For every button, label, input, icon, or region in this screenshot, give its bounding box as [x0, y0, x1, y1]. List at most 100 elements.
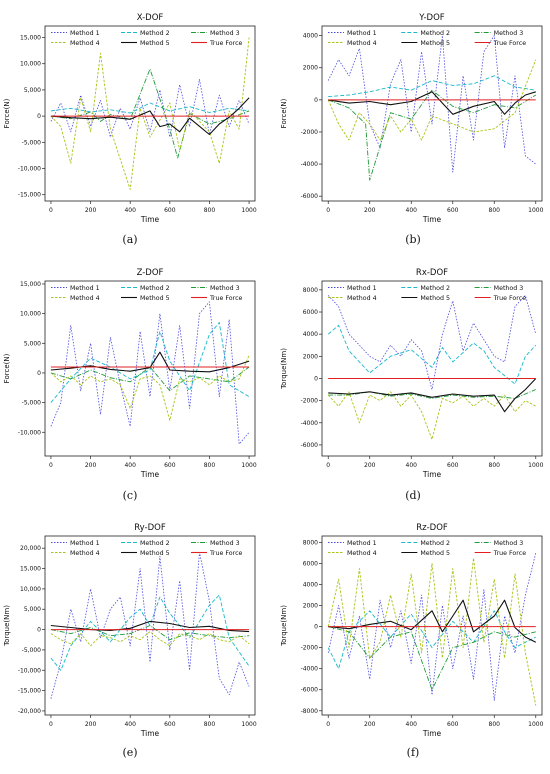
y-tick-label: 0 [314, 624, 318, 631]
y-tick-label: -4000 [301, 420, 319, 427]
chart-panel-4: Ry-DOF 0 200 400 600 800 1000 -20,000 -15,000 -10… [3, 523, 257, 738]
x-tick-label: 800 [489, 207, 501, 214]
chart-title: Ry-DOF [134, 523, 166, 533]
y-tick-label: -6000 [301, 442, 319, 449]
y-axis-label: Force(N) [280, 98, 288, 128]
y-tick-label: 2000 [303, 353, 318, 360]
x-tick-label: 800 [204, 462, 216, 469]
legend: Method 1 Method 2 Method 3 Method 4 Method 5… [51, 30, 243, 47]
legend-label: Method 5 [420, 295, 450, 302]
caption-d: (d) [405, 489, 421, 502]
x-tick-label: 200 [85, 462, 97, 469]
x-tick-label: 400 [406, 721, 418, 728]
x-tick-label: 1000 [241, 207, 256, 214]
x-tick-label: 0 [326, 721, 330, 728]
x-tick-label: 200 [364, 207, 376, 214]
series-line-method-1 [50, 79, 250, 138]
y-tick-label: -8000 [301, 708, 319, 715]
caption-f: (f) [406, 746, 420, 759]
x-tick-label: 600 [164, 721, 176, 728]
x-axis-label: Time [422, 470, 442, 479]
y-tick-label: 4000 [303, 33, 318, 40]
y-tick-label: 10,000 [20, 586, 41, 593]
y-tick-label: 6000 [303, 560, 318, 567]
legend-label: Method 1 [70, 30, 100, 37]
chart-title: X-DOF [137, 13, 164, 23]
legend: Method 1 Method 2 Method 3 Method 4 Method 5… [328, 285, 526, 302]
x-tick-label: 800 [204, 721, 216, 728]
y-tick-label: -10,000 [18, 166, 41, 173]
x-tick-label: 800 [204, 207, 216, 214]
chart-title: Rx-DOF [416, 268, 448, 278]
legend-label: Method 4 [347, 295, 377, 302]
x-tick-label: 400 [406, 462, 418, 469]
chart-title: Y-DOF [418, 13, 444, 23]
x-tick-label: 0 [326, 207, 330, 214]
legend-label: Method 3 [210, 30, 240, 37]
y-tick-label: -5,000 [22, 400, 42, 407]
chart-panel-5: Rz-DOF 0 200 400 600 800 1000 -8000 -6000 -4000 -2… [280, 523, 544, 738]
y-tick-label: 0 [37, 627, 41, 634]
x-tick-label: 1000 [241, 462, 256, 469]
y-tick-label: 0 [37, 113, 41, 120]
y-tick-label: 5,000 [24, 606, 41, 613]
legend-label: Method 4 [70, 550, 100, 557]
series-line-method-5 [328, 91, 536, 115]
legend-label: Method 4 [347, 40, 377, 47]
y-tick-label: -6000 [301, 193, 319, 200]
series-line-method-5 [50, 97, 250, 136]
series-line-method-5 [50, 620, 250, 633]
legend-label: Method 2 [140, 30, 170, 37]
legend-label: Method 3 [494, 285, 524, 292]
x-tick-label: 0 [49, 721, 53, 728]
x-tick-label: 200 [85, 207, 97, 214]
y-tick-label: -10,000 [18, 667, 41, 674]
legend-label: True Force [209, 550, 243, 557]
series-line-method-2 [50, 322, 250, 403]
x-tick-label: 600 [164, 462, 176, 469]
plot-area [321, 280, 543, 457]
legend-label: Method 2 [140, 285, 170, 292]
y-tick-label: 0 [37, 370, 41, 377]
y-tick-label: -5,000 [22, 139, 42, 146]
legend-label: Method 3 [494, 540, 524, 547]
x-axis-label: Time [140, 470, 160, 479]
y-tick-label: 2000 [303, 602, 318, 609]
x-axis-label: Time [140, 215, 160, 224]
legend: Method 1 Method 2 Method 3 Method 4 Method 5… [51, 285, 243, 302]
y-tick-label: 15,000 [20, 566, 41, 573]
y-tick-label: -15,000 [18, 192, 41, 199]
series-line-method-4 [50, 37, 250, 190]
legend-label: Method 4 [347, 550, 377, 557]
legend-label: Method 3 [210, 285, 240, 292]
legend-label: True Force [493, 295, 527, 302]
x-tick-label: 1000 [528, 462, 543, 469]
legend-label: True Force [209, 295, 243, 302]
y-tick-label: 0 [314, 375, 318, 382]
y-tick-label: 6000 [303, 309, 318, 316]
x-tick-label: 400 [124, 721, 136, 728]
caption-c: (c) [122, 489, 138, 502]
y-tick-label: -2000 [301, 129, 319, 136]
series-line-method-4 [327, 557, 537, 706]
legend-label: Method 5 [140, 550, 170, 557]
legend-label: Method 5 [420, 550, 450, 557]
x-axis-label: Time [422, 215, 442, 224]
y-tick-label: 10,000 [20, 61, 41, 68]
legend-label: Method 1 [347, 540, 377, 547]
legend-label: Method 5 [420, 40, 450, 47]
chart-title: Rz-DOF [416, 523, 448, 533]
x-tick-label: 0 [49, 207, 53, 214]
series-line-method-3 [328, 89, 537, 181]
y-tick-label: 20,000 [20, 545, 41, 552]
series-line-method-5 [328, 599, 537, 643]
x-axis-label: Time [422, 729, 442, 738]
legend-label: Method 4 [70, 40, 100, 47]
legend-label: Method 3 [210, 540, 240, 547]
y-tick-label: -10,000 [18, 429, 41, 436]
y-axis-label: Force(N) [3, 98, 11, 128]
legend-label: True Force [493, 550, 527, 557]
caption-a: (a) [122, 233, 138, 246]
x-tick-label: 400 [124, 462, 136, 469]
